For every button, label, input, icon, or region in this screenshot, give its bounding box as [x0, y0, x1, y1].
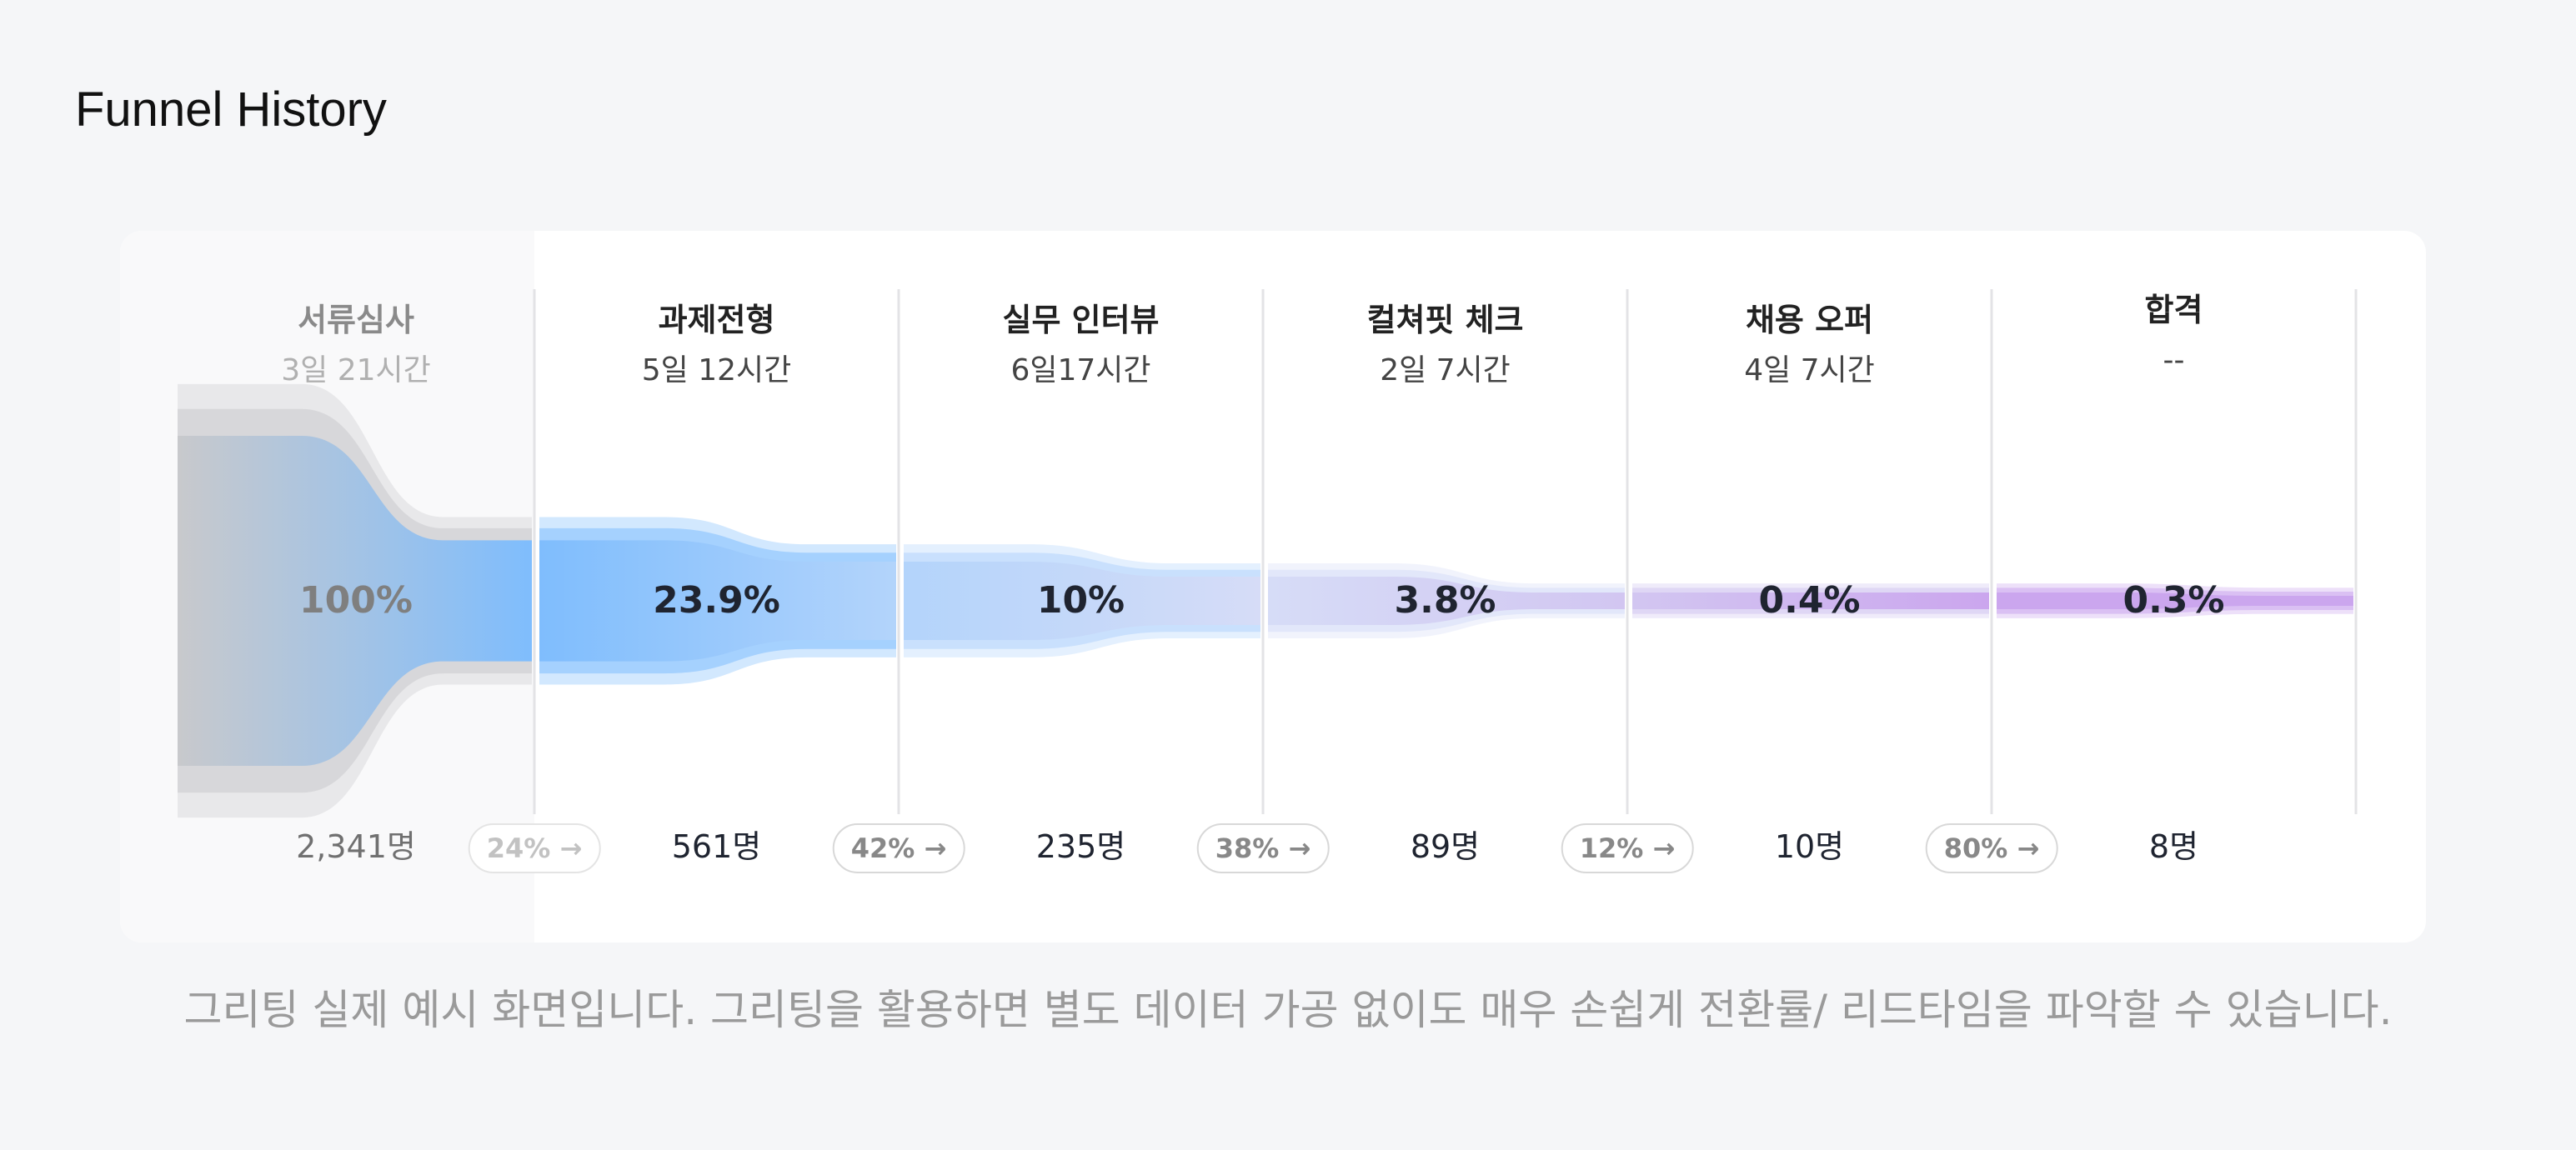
funnel-band-layer: [178, 436, 532, 766]
page-title: Funnel History: [75, 82, 387, 137]
stage-lead-time: 4일 7시간: [1744, 353, 1875, 388]
stage-name: 실무 인터뷰: [1002, 302, 1160, 338]
conversion-rate-badge[interactable]: 80% →: [1925, 823, 2058, 873]
funnel-segment-1: [178, 383, 532, 818]
stage-lead-time: 2일 7시간: [1380, 353, 1511, 388]
stage-percent: 0.3%: [2122, 579, 2225, 622]
page-caption: 그리팅 실제 예시 화면입니다. 그리팅을 활용하면 별도 데이터 가공 없이도…: [183, 986, 2393, 1034]
stage-name: 합격: [2144, 292, 2203, 328]
funnel-segment-4: [1268, 563, 1625, 638]
stage-percent: 3.8%: [1394, 579, 1496, 622]
stage-percent: 23.9%: [653, 579, 780, 622]
stage-header: 합격 --: [2007, 294, 2341, 376]
funnel-chart: [178, 289, 2358, 818]
funnel-segment-2: [539, 517, 896, 685]
funnel-band-layer: [1268, 577, 1625, 625]
stage-header: 과제전형 5일 12시간: [550, 304, 884, 386]
stage-count: 561명: [671, 828, 762, 865]
stage-count: 2,341명: [296, 828, 416, 865]
stage-lead-time: 5일 12시간: [641, 353, 792, 388]
funnel-segment-5: [1632, 583, 1989, 618]
stage-name: 서류심사: [298, 302, 414, 338]
stage-count: 10명: [1774, 828, 1845, 865]
stage-lead-time: --: [2163, 343, 2185, 378]
conversion-rate-badge[interactable]: 12% →: [1561, 823, 1694, 873]
funnel-band-layer: [1632, 592, 1989, 609]
funnel-band-layer: [904, 562, 1260, 640]
funnel-band-layer: [1997, 592, 2353, 609]
stage-name: 채용 오퍼: [1745, 302, 1874, 338]
funnel-segment-6: [1997, 583, 2353, 618]
stage-lead-time: 6일17시간: [1010, 353, 1151, 388]
funnel-segment-3: [904, 544, 1260, 658]
conversion-rate-badge[interactable]: 38% →: [1196, 823, 1330, 873]
stage-name: 컬쳐핏 체크: [1366, 302, 1524, 338]
stage-count: 8명: [2148, 828, 2199, 865]
stage-count: 235명: [1035, 828, 1126, 865]
stage-count: 89명: [1410, 828, 1481, 865]
conversion-rate-badge[interactable]: 24% →: [468, 823, 601, 873]
stage-name: 과제전형: [658, 302, 775, 338]
stage-header: 서류심사 3일 21시간: [189, 304, 523, 386]
conversion-rate-badge[interactable]: 42% →: [832, 823, 965, 873]
funnel-card: 서류심사 3일 21시간 100% 2,341명 과제전형 5일 12시간 23.9% 561…: [120, 231, 2426, 942]
stage-header: 실무 인터뷰 6일17시간: [915, 304, 1248, 386]
stage-percent: 0.4%: [1758, 579, 1861, 622]
stage-header: 컬쳐핏 체크 2일 7시간: [1279, 304, 1612, 386]
stage-percent: 10%: [1036, 579, 1125, 622]
stage-percent: 100%: [299, 579, 413, 622]
funnel-band-layer: [539, 540, 896, 662]
stage-header: 채용 오퍼 4일 7시간: [1643, 304, 1977, 386]
stage-lead-time: 3일 21시간: [281, 353, 431, 388]
